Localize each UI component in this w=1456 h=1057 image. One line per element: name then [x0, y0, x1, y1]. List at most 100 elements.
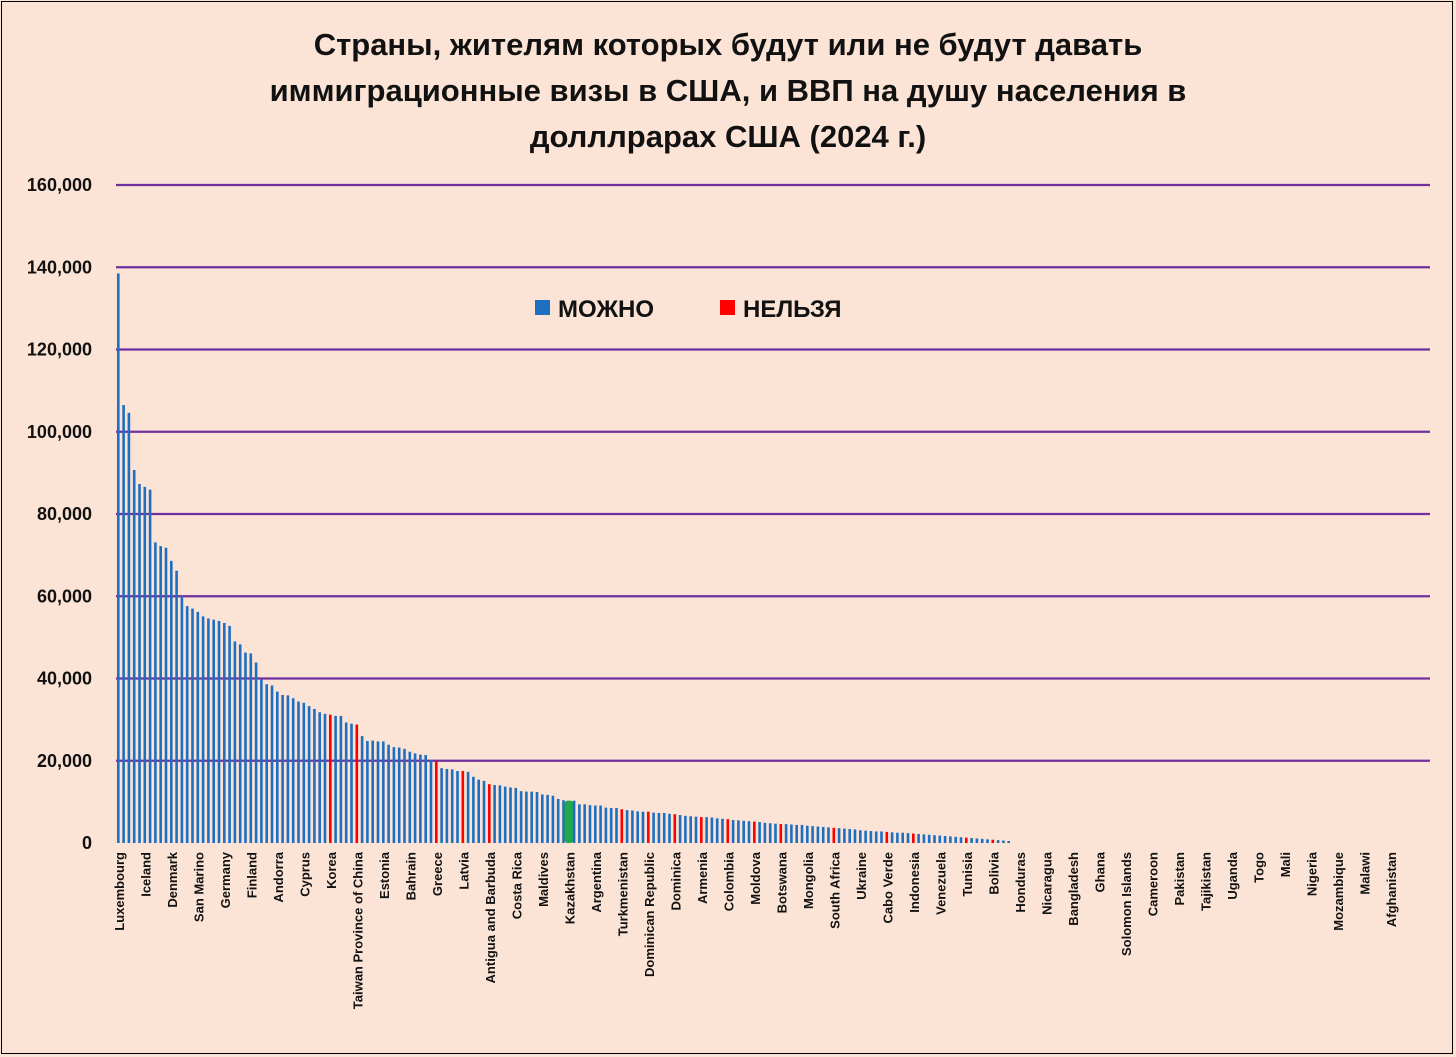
bar [604, 807, 608, 843]
bar [705, 817, 708, 843]
y-tick-label: 80,000 [37, 504, 92, 524]
bar [631, 810, 634, 843]
bar [217, 620, 221, 843]
bar [694, 816, 698, 843]
chart-title-line-2: иммиграционные визы в США, и ВВП на душу… [269, 73, 1187, 108]
bar [641, 811, 645, 843]
x-tick-label: Colombia [722, 851, 737, 911]
bar [207, 618, 210, 843]
bar [360, 736, 364, 843]
x-tick-label: Dominica [669, 851, 684, 910]
bar [307, 706, 311, 843]
bar [795, 824, 798, 843]
bar [843, 828, 846, 843]
x-tick-label: Botswana [775, 851, 790, 913]
bar [684, 815, 687, 843]
bar [323, 713, 327, 843]
x-tick-label: Korea [324, 851, 339, 889]
x-tick-label: Honduras [1013, 852, 1028, 913]
bar [429, 759, 433, 843]
chart-title: Страны, жителям которых будут или не буд… [0, 22, 1456, 160]
bar [313, 708, 316, 843]
x-tick-label: Argentina [589, 851, 604, 912]
bar [477, 779, 480, 843]
bar [599, 805, 602, 843]
bar [329, 714, 332, 843]
bar [943, 836, 947, 843]
bar [254, 662, 258, 843]
bar [223, 622, 226, 843]
bars [117, 273, 1010, 843]
x-tick-label: Dominican Republic [642, 852, 657, 977]
bar [816, 826, 820, 843]
bar [710, 817, 714, 843]
bar [302, 702, 306, 843]
bar [890, 832, 894, 843]
bar [339, 715, 343, 843]
x-tick-label: Uganda [1225, 851, 1240, 899]
bar [901, 832, 904, 843]
bar [800, 824, 804, 843]
x-tick-label: Tunisia [960, 851, 975, 896]
bar [281, 694, 284, 843]
bar [821, 826, 825, 843]
bar [445, 768, 449, 843]
bar [143, 486, 147, 843]
gridlines [116, 183, 1430, 762]
x-tick-label: Estonia [377, 851, 392, 899]
bar [885, 831, 889, 843]
bar [673, 814, 677, 843]
bar [768, 823, 772, 843]
x-tick-label: Antigua and Barbuda [483, 851, 498, 983]
bar [525, 791, 528, 843]
bar [260, 679, 263, 843]
bar [938, 835, 942, 843]
x-tick-label: Cyprus [298, 852, 313, 897]
bar [159, 546, 162, 843]
x-tick-label: Turkmenistan [616, 852, 631, 936]
bar [122, 405, 125, 843]
bar [355, 724, 359, 843]
x-tick-label: Latvia [457, 851, 472, 889]
bar [615, 808, 618, 843]
bar [397, 747, 401, 843]
bar [991, 839, 995, 843]
bar [742, 820, 745, 843]
bar [376, 741, 380, 843]
bar [461, 771, 465, 843]
bar [970, 838, 973, 843]
bar [503, 786, 507, 843]
y-tick-label: 120,000 [27, 340, 92, 360]
bar [201, 616, 205, 843]
bar [148, 489, 152, 843]
bar [927, 834, 931, 843]
bar [880, 831, 883, 843]
bar [350, 723, 353, 843]
legend-swatch-nelzya [720, 300, 735, 315]
bar [371, 740, 374, 843]
bar [747, 821, 751, 843]
bar [318, 712, 321, 843]
bar [265, 684, 268, 843]
x-tick-label: Tajikistan [1199, 852, 1214, 911]
bar [334, 715, 337, 843]
bar [662, 812, 666, 843]
x-tick-label: Denmark [165, 851, 180, 907]
bar [620, 809, 624, 843]
bar [180, 596, 184, 843]
bar [392, 747, 396, 843]
y-tick-label: 0 [82, 833, 92, 853]
bar [975, 838, 979, 843]
bar [546, 794, 549, 843]
bar [132, 469, 136, 843]
x-tick-label: Andorra [271, 851, 286, 902]
x-tick-label: South Africa [828, 851, 843, 929]
bar [922, 834, 926, 843]
bar [413, 753, 417, 843]
bar [588, 805, 592, 843]
x-tick-label: Germany [218, 851, 233, 908]
x-tick-label: Mongolia [801, 851, 816, 909]
bar [625, 810, 629, 843]
chart-title-line-1: Страны, жителям которых будут или не буд… [313, 27, 1143, 62]
